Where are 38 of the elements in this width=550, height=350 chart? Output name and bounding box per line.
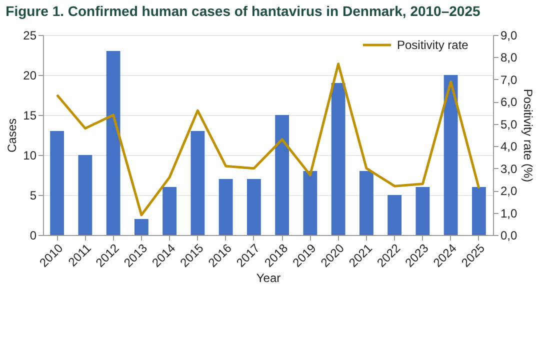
y2-tick-label: 5,0	[500, 117, 518, 132]
bar	[359, 171, 374, 235]
y2-tick-label: 2,0	[500, 184, 518, 198]
y-tick-label: 5	[30, 188, 37, 202]
legend-label: Positivity rate	[397, 38, 469, 52]
y-tick-label: 0	[30, 228, 37, 242]
y2-tick-label: 1,0	[500, 206, 518, 220]
y2-tick-label: 4,0	[500, 140, 518, 154]
y2-tick-label: 9,0	[500, 28, 518, 42]
bar	[50, 131, 64, 235]
bar	[472, 187, 486, 235]
y2-tick-label: 7,0	[500, 72, 518, 87]
bar	[218, 179, 233, 235]
x-axis-title: Year	[256, 271, 281, 286]
bar	[162, 187, 177, 235]
bar	[134, 219, 148, 235]
y2-axis-title: Positivity rate (%)	[521, 88, 536, 182]
bar	[388, 195, 402, 235]
bar	[106, 51, 120, 235]
y2-tick-label: 6,0	[500, 95, 518, 110]
bar	[190, 131, 205, 235]
line-series	[56, 62, 480, 216]
bar	[78, 155, 92, 235]
y-axis-title: Cases	[5, 118, 20, 153]
y2-tick-label: 0,0	[500, 228, 518, 242]
chart-title: Figure 1. Confirmed human cases of hantavirus in Denmark, 2010–2025	[6, 3, 480, 19]
bar	[444, 75, 458, 235]
bar	[275, 115, 290, 235]
y2-tick-label: 8,0	[500, 50, 518, 65]
y2-tick-label: 3,0	[500, 162, 518, 176]
y-tick-label: 20	[23, 68, 37, 82]
y-tick-label: 10	[23, 148, 37, 162]
bar	[303, 171, 318, 235]
bar	[246, 179, 261, 235]
y-tick-label: 15	[23, 108, 37, 122]
bar	[331, 83, 346, 235]
bar	[416, 187, 430, 235]
y-tick-label: 25	[23, 28, 37, 42]
